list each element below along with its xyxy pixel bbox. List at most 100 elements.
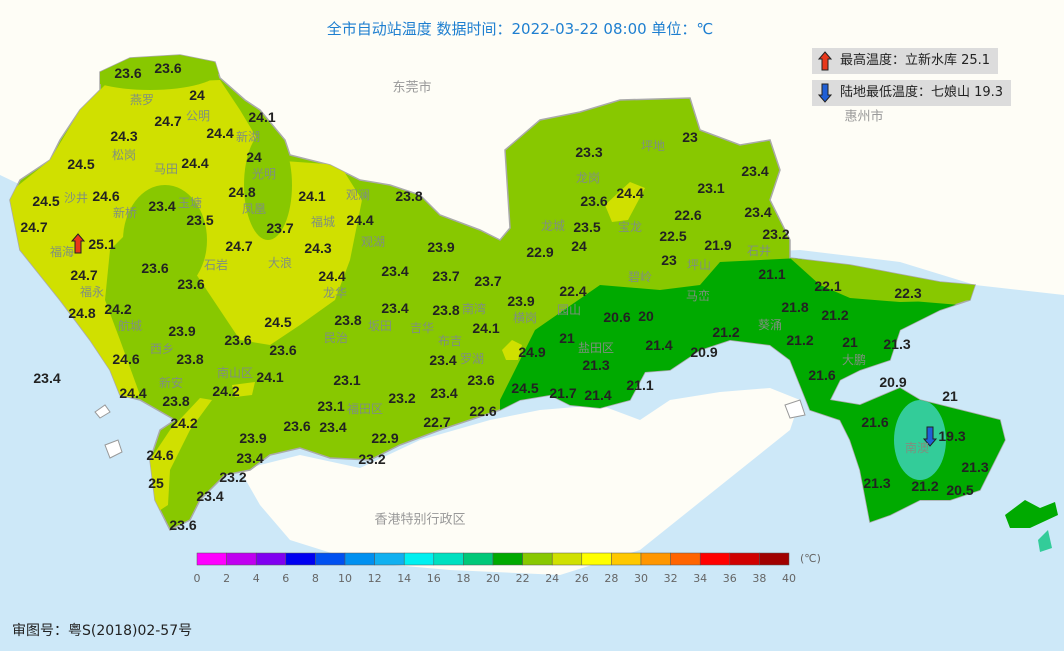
station-temperature[interactable]: 21.2 xyxy=(911,478,939,494)
station-temperature[interactable]: 23.8 xyxy=(162,393,190,409)
station-temperature[interactable]: 21.2 xyxy=(712,324,740,340)
station-temperature[interactable]: 21 xyxy=(842,334,858,350)
station-temperature[interactable]: 23.4 xyxy=(429,352,457,368)
station-temperature[interactable]: 19.3 xyxy=(938,428,966,444)
station-temperature[interactable]: 23.8 xyxy=(176,351,204,367)
station-temperature[interactable]: 24.2 xyxy=(170,415,198,431)
station-temperature[interactable]: 23.7 xyxy=(266,220,294,236)
station-temperature[interactable]: 24.7 xyxy=(154,113,182,129)
station-temperature[interactable]: 24.1 xyxy=(248,109,276,125)
station-temperature[interactable]: 23.6 xyxy=(141,260,169,276)
station-temperature[interactable]: 23.8 xyxy=(334,312,362,328)
station-temperature[interactable]: 23.2 xyxy=(219,469,247,485)
station-temperature[interactable]: 23.8 xyxy=(432,302,460,318)
station-temperature[interactable]: 22.5 xyxy=(659,228,687,244)
station-temperature[interactable]: 22.6 xyxy=(469,403,497,419)
station-temperature[interactable]: 24.7 xyxy=(70,267,98,283)
station-temperature[interactable]: 21 xyxy=(942,388,958,404)
station-temperature[interactable]: 23.3 xyxy=(575,144,603,160)
station-temperature[interactable]: 23.6 xyxy=(269,342,297,358)
station-temperature[interactable]: 23.4 xyxy=(381,263,409,279)
station-temperature[interactable]: 21.3 xyxy=(961,459,989,475)
station-temperature[interactable]: 23.6 xyxy=(224,332,252,348)
station-temperature[interactable]: 21.3 xyxy=(863,475,891,491)
station-temperature[interactable]: 24.5 xyxy=(67,156,95,172)
station-temperature[interactable]: 23.9 xyxy=(507,293,535,309)
station-temperature[interactable]: 23.2 xyxy=(762,226,790,242)
station-temperature[interactable]: 20.9 xyxy=(690,344,718,360)
station-temperature[interactable]: 24.9 xyxy=(518,344,546,360)
station-temperature[interactable]: 24.5 xyxy=(32,193,60,209)
station-temperature[interactable]: 23.9 xyxy=(239,430,267,446)
station-temperature[interactable]: 21.4 xyxy=(584,387,612,403)
station-temperature[interactable]: 23.6 xyxy=(114,65,142,81)
station-temperature[interactable]: 23 xyxy=(661,252,677,268)
station-temperature[interactable]: 23.7 xyxy=(432,268,460,284)
station-temperature[interactable]: 23.6 xyxy=(154,60,182,76)
station-temperature[interactable]: 20 xyxy=(638,308,654,324)
station-temperature[interactable]: 24.4 xyxy=(206,125,234,141)
station-temperature[interactable]: 24.5 xyxy=(511,380,539,396)
station-temperature[interactable]: 22.4 xyxy=(559,283,587,299)
station-temperature[interactable]: 24.2 xyxy=(212,383,240,399)
station-temperature[interactable]: 21.3 xyxy=(582,357,610,373)
station-temperature[interactable]: 23.4 xyxy=(430,385,458,401)
station-temperature[interactable]: 24.7 xyxy=(225,238,253,254)
station-temperature[interactable]: 24.4 xyxy=(181,155,209,171)
station-temperature[interactable]: 21.2 xyxy=(821,307,849,323)
station-temperature[interactable]: 23.8 xyxy=(395,188,423,204)
station-temperature[interactable]: 20.6 xyxy=(603,309,631,325)
station-temperature[interactable]: 21.1 xyxy=(758,266,786,282)
station-temperature[interactable]: 22.1 xyxy=(814,278,842,294)
station-temperature[interactable]: 24.4 xyxy=(318,268,346,284)
station-temperature[interactable]: 24.8 xyxy=(68,305,96,321)
station-temperature[interactable]: 23.4 xyxy=(319,419,347,435)
station-temperature[interactable]: 24.1 xyxy=(256,369,284,385)
station-temperature[interactable]: 21.6 xyxy=(861,414,889,430)
station-temperature[interactable]: 23.9 xyxy=(168,323,196,339)
station-temperature[interactable]: 24 xyxy=(571,238,587,254)
station-temperature[interactable]: 21.1 xyxy=(626,377,654,393)
station-temperature[interactable]: 23.4 xyxy=(236,450,264,466)
station-temperature[interactable]: 22.6 xyxy=(674,207,702,223)
station-temperature[interactable]: 24.3 xyxy=(110,128,138,144)
station-temperature[interactable]: 23.4 xyxy=(381,300,409,316)
station-temperature[interactable]: 24.6 xyxy=(112,351,140,367)
station-temperature[interactable]: 24.7 xyxy=(20,219,48,235)
station-temperature[interactable]: 24.4 xyxy=(119,385,147,401)
station-temperature[interactable]: 20.5 xyxy=(946,482,974,498)
station-temperature[interactable]: 22.9 xyxy=(371,430,399,446)
station-temperature[interactable]: 24 xyxy=(246,149,262,165)
station-temperature[interactable]: 21.3 xyxy=(883,336,911,352)
station-temperature[interactable]: 23.2 xyxy=(388,390,416,406)
station-temperature[interactable]: 23.4 xyxy=(744,204,772,220)
station-temperature[interactable]: 20.9 xyxy=(879,374,907,390)
station-temperature[interactable]: 23.1 xyxy=(317,398,345,414)
station-temperature[interactable]: 24.4 xyxy=(616,185,644,201)
station-temperature[interactable]: 25.1 xyxy=(88,236,116,252)
station-temperature[interactable]: 24.6 xyxy=(146,447,174,463)
station-temperature[interactable]: 23.4 xyxy=(196,488,224,504)
station-temperature[interactable]: 23.4 xyxy=(148,198,176,214)
station-temperature[interactable]: 24.8 xyxy=(228,184,256,200)
station-temperature[interactable]: 23 xyxy=(682,129,698,145)
station-temperature[interactable]: 22.3 xyxy=(894,285,922,301)
station-temperature[interactable]: 24.3 xyxy=(304,240,332,256)
station-temperature[interactable]: 23.5 xyxy=(573,219,601,235)
station-temperature[interactable]: 24 xyxy=(189,87,205,103)
station-temperature[interactable]: 21.7 xyxy=(549,385,577,401)
station-temperature[interactable]: 24.2 xyxy=(104,301,132,317)
station-temperature[interactable]: 23.6 xyxy=(580,193,608,209)
station-temperature[interactable]: 21.2 xyxy=(786,332,814,348)
station-temperature[interactable]: 21 xyxy=(559,330,575,346)
station-temperature[interactable]: 23.1 xyxy=(697,180,725,196)
station-temperature[interactable]: 23.2 xyxy=(358,451,386,467)
station-temperature[interactable]: 23.4 xyxy=(741,163,769,179)
station-temperature[interactable]: 24.1 xyxy=(472,320,500,336)
station-temperature[interactable]: 21.9 xyxy=(704,237,732,253)
station-temperature[interactable]: 21.8 xyxy=(781,299,809,315)
station-temperature[interactable]: 23.7 xyxy=(474,273,502,289)
station-temperature[interactable]: 22.9 xyxy=(526,244,554,260)
station-temperature[interactable]: 25 xyxy=(148,475,164,491)
